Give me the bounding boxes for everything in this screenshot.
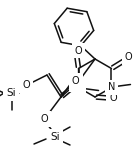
Text: Si: Si [6, 88, 16, 98]
Text: O: O [72, 76, 80, 86]
Text: N: N [108, 82, 115, 93]
Text: O: O [75, 45, 82, 56]
Text: O: O [72, 79, 80, 89]
Text: O: O [125, 53, 132, 63]
Text: O: O [109, 93, 117, 103]
Text: N: N [76, 82, 83, 93]
Text: O: O [40, 114, 48, 124]
Text: O: O [22, 80, 30, 90]
Text: Si: Si [50, 132, 60, 142]
